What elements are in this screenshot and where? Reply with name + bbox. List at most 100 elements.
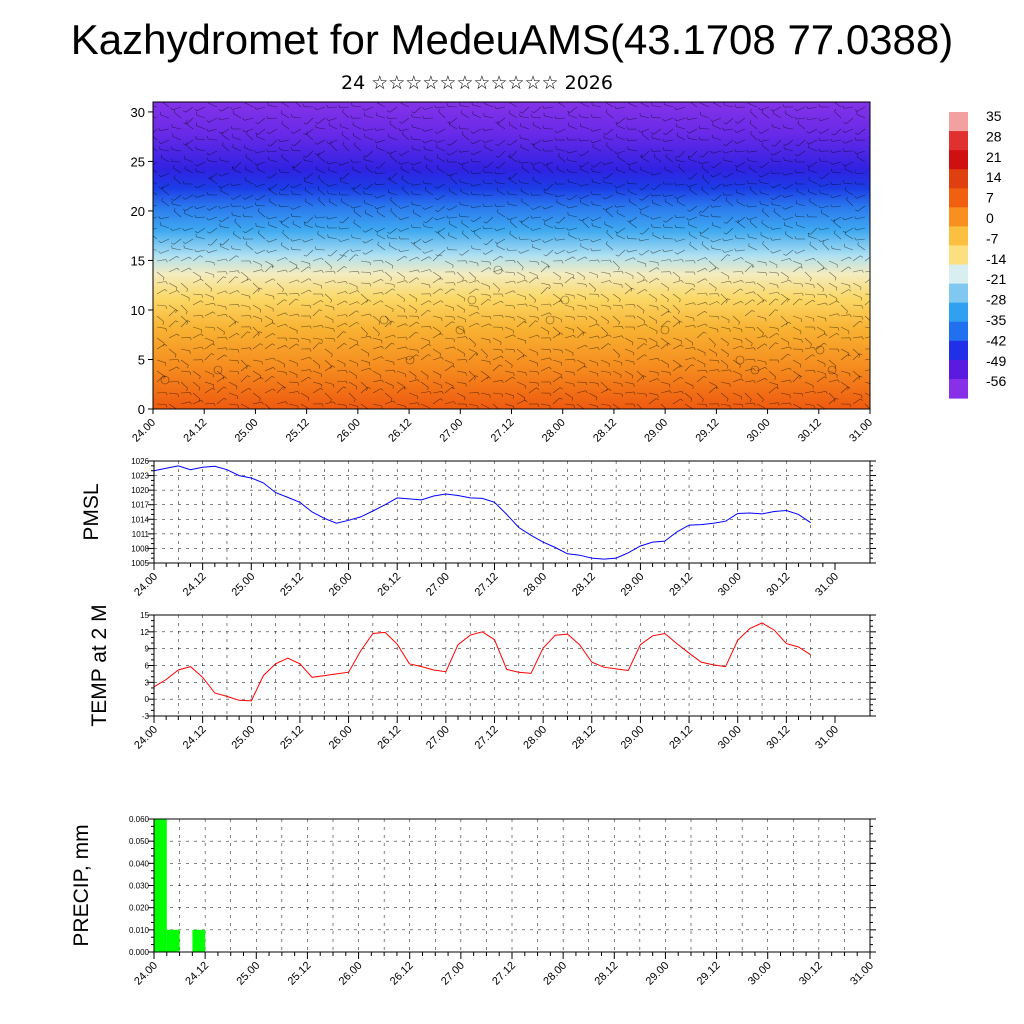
wind-barb-flag bbox=[242, 197, 246, 200]
wind-barb-flag bbox=[678, 277, 681, 281]
wind-barb-flag bbox=[290, 213, 293, 217]
wind-barb bbox=[520, 137, 530, 141]
wind-barb-flag bbox=[674, 251, 678, 255]
wind-barb bbox=[520, 182, 530, 185]
wind-barb bbox=[732, 378, 742, 383]
wind-barb-flag bbox=[775, 387, 779, 390]
wind-barb bbox=[845, 234, 854, 240]
wind-barb-flag bbox=[674, 224, 677, 228]
wind-barb bbox=[208, 160, 218, 163]
wind-barb bbox=[750, 188, 758, 196]
x-tick-label: 24.12 bbox=[181, 417, 209, 445]
wind-barb bbox=[528, 359, 538, 364]
wind-barb-flag bbox=[242, 213, 245, 217]
wind-barb-flag bbox=[837, 379, 840, 383]
wind-barb bbox=[317, 233, 326, 240]
wind-barb-flag bbox=[680, 376, 684, 380]
wind-barb bbox=[220, 117, 230, 121]
wind-barb-flag bbox=[175, 309, 179, 312]
wind-barb-flag bbox=[633, 315, 636, 320]
wind-barb bbox=[449, 117, 458, 124]
wind-barb bbox=[672, 271, 681, 278]
wind-barb-flag bbox=[591, 168, 593, 172]
wind-barb bbox=[256, 225, 266, 229]
y-axis-title: PMSL bbox=[80, 483, 103, 540]
wind-barb-flag bbox=[846, 311, 848, 315]
wind-barb bbox=[492, 314, 503, 317]
wind-barb bbox=[268, 224, 278, 229]
wind-barb bbox=[412, 183, 422, 186]
wind-barb bbox=[360, 293, 368, 301]
wind-barb-flag bbox=[459, 201, 461, 205]
wind-barb bbox=[197, 227, 206, 234]
y-tick-label: 1005 bbox=[131, 559, 149, 568]
wind-barb-flag bbox=[411, 201, 413, 205]
wind-barb-flag bbox=[535, 277, 539, 280]
wind-barb-flag bbox=[847, 386, 851, 389]
wind-barb bbox=[348, 381, 357, 387]
wind-barb bbox=[648, 326, 658, 332]
wind-barb-flag bbox=[351, 234, 353, 238]
wind-barb bbox=[252, 269, 262, 273]
wind-barb bbox=[833, 222, 842, 229]
wind-barb bbox=[804, 258, 814, 262]
wind-barb-flag bbox=[317, 230, 319, 234]
wind-barb-flag bbox=[309, 325, 312, 329]
wind-barb bbox=[324, 365, 333, 372]
wind-barb bbox=[168, 320, 176, 328]
wind-barb-flag bbox=[618, 354, 620, 359]
wind-barb bbox=[204, 302, 214, 306]
wind-barb bbox=[432, 315, 442, 319]
wind-barb bbox=[857, 128, 866, 135]
wind-barb bbox=[324, 359, 332, 367]
wind-barb bbox=[760, 139, 770, 142]
wind-barb bbox=[600, 370, 610, 373]
wind-barb-flag bbox=[436, 154, 438, 158]
wind-barb bbox=[432, 370, 442, 376]
wind-barb bbox=[665, 201, 674, 207]
wind-barb-flag bbox=[446, 246, 449, 250]
wind-barb-flag bbox=[693, 271, 696, 275]
wind-barb bbox=[532, 227, 542, 231]
wind-barb-flag bbox=[171, 242, 174, 245]
wind-barb-flag bbox=[690, 398, 693, 402]
wind-barb bbox=[168, 304, 177, 311]
wind-barb-flag bbox=[689, 186, 691, 190]
wind-barb bbox=[221, 128, 230, 135]
wind-barb bbox=[448, 172, 458, 176]
wind-barb-flag bbox=[715, 288, 717, 292]
wind-barb bbox=[208, 128, 218, 132]
wind-barb-flag bbox=[858, 354, 860, 358]
wind-barb-flag bbox=[309, 348, 312, 352]
x-tick-label: 29.00 bbox=[644, 960, 672, 988]
wind-barb bbox=[855, 172, 866, 174]
wind-barb-flag bbox=[213, 262, 215, 266]
wind-barb-flag bbox=[374, 206, 377, 209]
wind-barb bbox=[480, 323, 490, 328]
wind-barb bbox=[348, 322, 357, 328]
wind-barb bbox=[305, 128, 314, 135]
colorbar-swatch bbox=[949, 283, 968, 304]
wind-barb-flag bbox=[870, 410, 871, 413]
wind-barb-flag bbox=[297, 313, 300, 317]
wind-barb-flag bbox=[824, 376, 827, 379]
wind-barb bbox=[702, 205, 710, 213]
wind-barb bbox=[204, 282, 212, 290]
wind-barb bbox=[252, 260, 262, 265]
wind-barb-flag bbox=[782, 104, 785, 108]
wind-barb-flag bbox=[752, 299, 756, 302]
wind-barb-flag bbox=[542, 139, 545, 143]
wind-barb bbox=[840, 370, 850, 374]
wind-barb bbox=[708, 337, 716, 345]
wind-barb bbox=[432, 356, 442, 361]
wind-barb-flag bbox=[789, 279, 792, 283]
wind-barb bbox=[312, 387, 321, 394]
wind-barb-flag bbox=[320, 387, 324, 391]
wind-barb bbox=[756, 335, 766, 339]
wind-barb-flag bbox=[609, 334, 612, 338]
wind-barb bbox=[376, 205, 386, 210]
wind-barb bbox=[312, 300, 321, 306]
wind-barb bbox=[604, 224, 614, 229]
wind-barb-flag bbox=[230, 197, 234, 200]
wind-barb-flag bbox=[212, 387, 216, 391]
